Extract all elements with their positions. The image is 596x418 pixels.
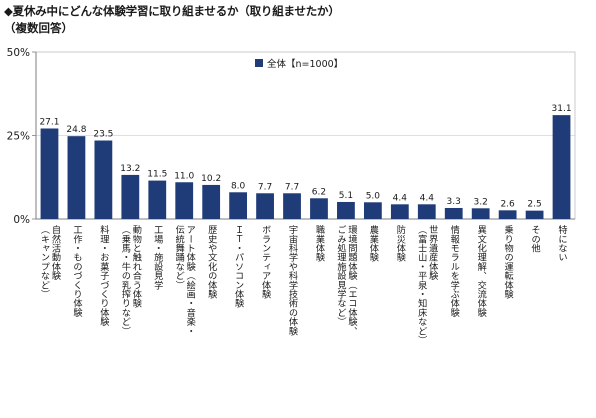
- x-tick-label: ごみ処理施設見学など）: [335, 224, 347, 326]
- legend-swatch: [255, 59, 263, 67]
- bar-value-label: 2.6: [500, 199, 515, 209]
- bar: [229, 192, 248, 219]
- bar-value-label: 6.2: [312, 187, 326, 197]
- bar-value-label: 23.5: [93, 130, 113, 140]
- x-tick-label: 工場・施設見学: [152, 225, 164, 289]
- bar-value-label: 5.1: [339, 191, 353, 201]
- bar: [525, 210, 544, 219]
- bar: [390, 204, 409, 219]
- x-tick-label: 防災体験: [394, 224, 406, 263]
- x-tick-label: 動物と触れ合う体験: [130, 225, 142, 309]
- x-tick-label: 農業体験: [367, 224, 379, 263]
- y-tick-label: 50%: [7, 47, 30, 59]
- bar-value-label: 11.5: [147, 170, 167, 180]
- x-tick-label: アート体験（絵画・音楽・: [184, 225, 196, 335]
- bar-value-label: 8.0: [231, 181, 246, 191]
- x-tick-label: 情報モラルを学ぶ体験: [448, 224, 460, 318]
- bar: [148, 180, 167, 219]
- bar: [310, 198, 328, 219]
- bar: [175, 182, 194, 219]
- x-tick-label: 世界遺産体験: [427, 224, 439, 281]
- bar: [202, 184, 221, 219]
- bar-value-label: 2.5: [527, 200, 541, 210]
- bar-value-label: 4.4: [393, 193, 408, 203]
- x-tick-label: 料理・お菓子づくり体験: [98, 224, 110, 327]
- x-tick-label: 職業体験: [313, 225, 325, 263]
- x-tick-label: 異文化理解、交流体験: [475, 225, 487, 318]
- bar: [363, 202, 382, 219]
- bar: [256, 193, 274, 219]
- x-tick-label: 宇宙科学や科学技術の体験: [287, 224, 299, 336]
- bar-value-label: 24.8: [66, 125, 86, 135]
- bar: [471, 208, 490, 219]
- legend-label: 全体【n=1000】: [267, 59, 344, 70]
- x-tick-label: （キャンプなど）: [38, 225, 50, 299]
- bar: [417, 204, 436, 219]
- x-tick-label: ボランティア体験: [260, 225, 272, 299]
- x-tick-label: 乗り物の運転体験: [502, 224, 514, 299]
- x-tick-label: 伝統舞踊など）: [173, 225, 185, 289]
- bar: [121, 174, 140, 219]
- chart-title: ◆夏休み中にどんな体験学習に取り組ませるか（取り組ませたか）: [4, 4, 340, 18]
- x-tick-label: 歴史や文化の体験: [206, 225, 218, 299]
- chart-subtitle: （複数回答）: [4, 21, 73, 35]
- x-tick-label: 自然活動体験: [49, 224, 61, 281]
- x-tick-label: 特にない: [556, 224, 568, 262]
- x-tick-label: （乗馬・牛の乳搾りなど）: [119, 225, 131, 335]
- bar-value-label: 4.4: [420, 193, 435, 203]
- chart-legend: 全体【n=1000】: [255, 56, 343, 70]
- bar-value-label: 7.7: [258, 182, 272, 192]
- bar-value-label: 27.1: [39, 117, 59, 127]
- bar-value-label: 3.2: [474, 197, 488, 207]
- bar: [337, 201, 355, 219]
- bar: [40, 128, 59, 219]
- bar-value-label: 31.1: [552, 104, 572, 114]
- bar-value-label: 10.2: [201, 174, 221, 184]
- bar-value-label: 7.7: [285, 182, 299, 192]
- y-tick-label: 25%: [7, 131, 30, 143]
- bar-value-label: 5.0: [366, 191, 381, 201]
- bar: [552, 115, 571, 219]
- x-tick-label: ＩＴ・パソコン体験: [233, 225, 245, 309]
- bar-value-label: 3.3: [447, 197, 461, 207]
- bar-value-label: 13.2: [120, 164, 140, 174]
- bar: [498, 210, 517, 219]
- bar: [444, 207, 463, 219]
- x-tick-label: その他: [529, 225, 541, 253]
- bar: [67, 136, 86, 219]
- x-tick-label: 工作・ものづくり体験: [71, 225, 83, 318]
- x-tick-label: 環境問題体験（エコ体験、: [346, 225, 358, 335]
- y-tick-label: 0%: [13, 214, 30, 226]
- bar: [94, 140, 113, 219]
- bar-value-label: 11.0: [174, 171, 194, 181]
- bar: [283, 193, 301, 219]
- x-tick-label: （富士山・平泉・知床など）: [416, 225, 428, 345]
